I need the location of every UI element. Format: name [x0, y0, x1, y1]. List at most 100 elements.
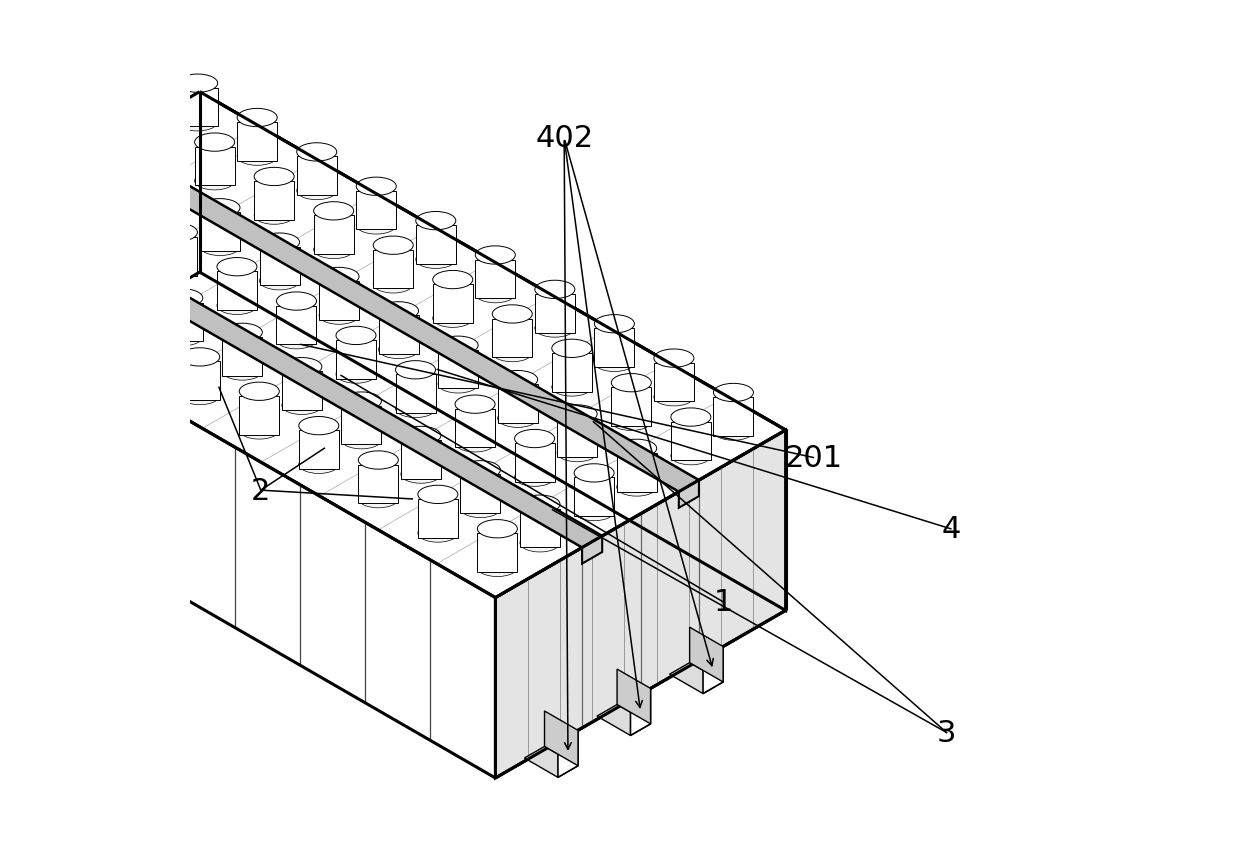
Ellipse shape	[396, 362, 435, 380]
Ellipse shape	[38, 155, 78, 174]
Polygon shape	[281, 372, 322, 411]
Ellipse shape	[418, 524, 458, 542]
Ellipse shape	[277, 331, 316, 350]
Polygon shape	[582, 536, 603, 564]
Polygon shape	[713, 398, 754, 437]
Polygon shape	[557, 419, 598, 458]
Polygon shape	[594, 329, 635, 368]
Ellipse shape	[336, 327, 376, 345]
Polygon shape	[596, 704, 651, 735]
Ellipse shape	[557, 406, 598, 424]
Ellipse shape	[259, 272, 300, 290]
Polygon shape	[616, 454, 657, 492]
Ellipse shape	[415, 251, 456, 269]
Ellipse shape	[296, 183, 337, 201]
Ellipse shape	[254, 207, 294, 225]
Ellipse shape	[120, 353, 160, 371]
Polygon shape	[0, 201, 25, 238]
Polygon shape	[477, 534, 517, 573]
Ellipse shape	[135, 138, 175, 157]
Polygon shape	[98, 203, 138, 242]
Ellipse shape	[239, 382, 279, 401]
Text: 4: 4	[941, 515, 961, 543]
Ellipse shape	[534, 281, 575, 299]
Text: 1: 1	[713, 588, 733, 616]
Ellipse shape	[177, 75, 218, 93]
Polygon shape	[520, 509, 560, 548]
Polygon shape	[0, 198, 603, 548]
Ellipse shape	[341, 431, 382, 449]
Ellipse shape	[616, 479, 657, 497]
Ellipse shape	[574, 464, 614, 482]
Ellipse shape	[477, 559, 517, 577]
Polygon shape	[455, 409, 495, 448]
Polygon shape	[61, 294, 100, 332]
Text: 2: 2	[252, 476, 270, 505]
Polygon shape	[180, 362, 219, 400]
Polygon shape	[611, 387, 651, 426]
Ellipse shape	[299, 455, 339, 474]
Ellipse shape	[0, 187, 25, 205]
Polygon shape	[38, 169, 78, 208]
Polygon shape	[296, 158, 337, 196]
Polygon shape	[460, 474, 501, 513]
Polygon shape	[653, 363, 694, 402]
Polygon shape	[200, 93, 786, 610]
Ellipse shape	[120, 314, 160, 332]
Polygon shape	[492, 319, 532, 358]
Ellipse shape	[319, 268, 360, 286]
Ellipse shape	[653, 350, 694, 368]
Ellipse shape	[103, 294, 144, 312]
Ellipse shape	[492, 344, 532, 362]
Ellipse shape	[515, 430, 554, 448]
Ellipse shape	[157, 224, 197, 242]
Ellipse shape	[239, 421, 279, 440]
Ellipse shape	[140, 204, 181, 222]
Ellipse shape	[356, 216, 397, 235]
Ellipse shape	[616, 440, 657, 458]
Polygon shape	[162, 303, 203, 342]
Ellipse shape	[299, 417, 339, 436]
Ellipse shape	[497, 371, 538, 389]
Polygon shape	[401, 441, 441, 479]
Polygon shape	[43, 234, 84, 273]
Ellipse shape	[0, 225, 25, 244]
Ellipse shape	[713, 384, 754, 402]
Polygon shape	[418, 499, 458, 538]
Polygon shape	[195, 147, 234, 186]
Ellipse shape	[195, 133, 234, 152]
Ellipse shape	[157, 263, 197, 281]
Polygon shape	[135, 113, 175, 152]
Polygon shape	[496, 430, 786, 778]
Ellipse shape	[611, 412, 651, 431]
Polygon shape	[0, 93, 200, 440]
Polygon shape	[552, 354, 591, 392]
Text: 402: 402	[536, 124, 593, 153]
Ellipse shape	[475, 246, 516, 265]
Ellipse shape	[455, 395, 495, 414]
Ellipse shape	[43, 259, 84, 278]
Polygon shape	[678, 480, 699, 508]
Polygon shape	[254, 182, 294, 220]
Polygon shape	[277, 307, 316, 345]
Polygon shape	[319, 282, 360, 320]
Ellipse shape	[671, 408, 711, 427]
Ellipse shape	[222, 324, 263, 342]
Ellipse shape	[438, 375, 479, 393]
Ellipse shape	[515, 468, 554, 486]
Ellipse shape	[319, 307, 360, 325]
Ellipse shape	[557, 444, 598, 462]
Ellipse shape	[98, 228, 138, 246]
Ellipse shape	[415, 213, 456, 231]
Ellipse shape	[373, 237, 413, 255]
Ellipse shape	[43, 220, 84, 239]
Polygon shape	[433, 285, 472, 324]
Ellipse shape	[358, 490, 398, 508]
Ellipse shape	[477, 520, 517, 538]
Polygon shape	[341, 406, 382, 445]
Polygon shape	[438, 350, 479, 389]
Ellipse shape	[1, 245, 41, 263]
Ellipse shape	[237, 109, 278, 127]
Ellipse shape	[281, 397, 322, 415]
Ellipse shape	[281, 358, 322, 376]
